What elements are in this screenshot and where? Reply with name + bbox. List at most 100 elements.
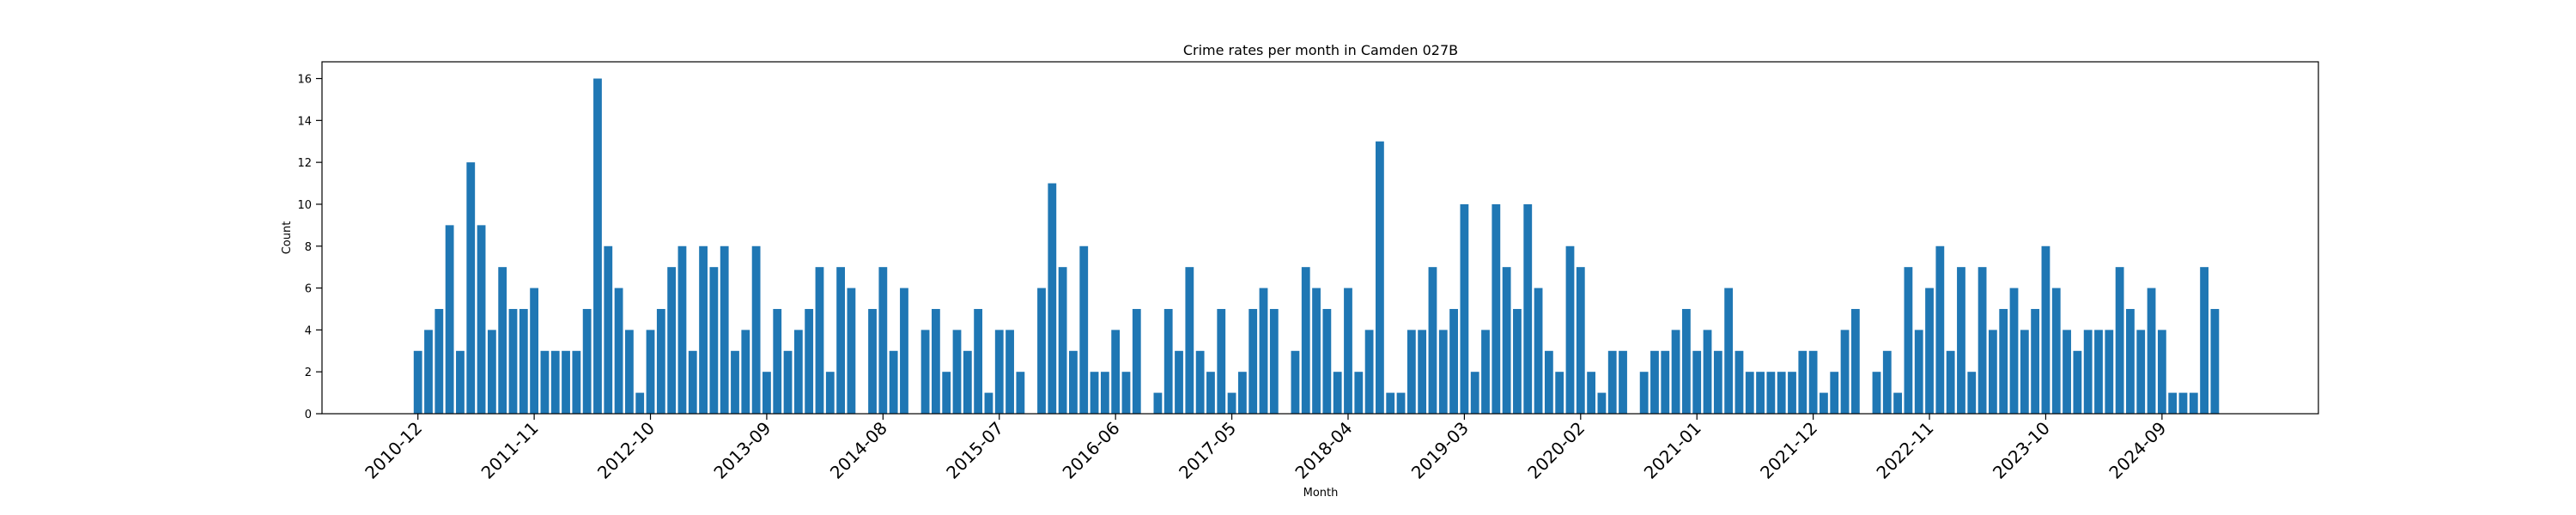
bar <box>900 288 908 414</box>
bar <box>1206 372 1215 414</box>
bar <box>445 225 454 414</box>
bar <box>1090 372 1099 414</box>
bar <box>762 372 771 414</box>
x-tick-label: 2013-09 <box>709 418 775 483</box>
bar <box>1470 372 1479 414</box>
bar <box>688 350 697 414</box>
bar <box>1513 308 1522 414</box>
bar <box>783 350 793 414</box>
bar <box>2200 267 2208 414</box>
bar <box>1291 350 1300 414</box>
bar <box>1249 308 1258 414</box>
bar <box>604 245 613 414</box>
bar <box>625 330 634 414</box>
bar <box>942 372 951 414</box>
bar <box>1153 392 1163 414</box>
bar <box>731 350 739 414</box>
bar <box>952 330 962 414</box>
bar <box>963 350 972 414</box>
plot-area-frame <box>321 61 2319 415</box>
bar <box>1682 308 1691 414</box>
bar <box>2063 330 2071 414</box>
bar <box>889 350 898 414</box>
bar <box>1735 350 1744 414</box>
bar <box>2136 330 2146 414</box>
bar <box>984 392 993 414</box>
bar <box>677 245 687 414</box>
bar <box>1872 372 1881 414</box>
bar <box>1850 308 1860 414</box>
bar <box>477 225 486 414</box>
bar <box>1354 372 1364 414</box>
y-tick-label: 10 <box>297 199 312 212</box>
bar <box>1406 330 1416 414</box>
bar <box>1111 330 1121 414</box>
bar <box>1460 203 1469 414</box>
bar <box>1175 350 1183 414</box>
bar <box>1587 372 1596 414</box>
bar <box>1449 308 1458 414</box>
bar <box>1344 288 1352 414</box>
bar <box>825 372 835 414</box>
bar <box>2083 330 2093 414</box>
bar <box>931 308 940 414</box>
bar <box>1724 288 1734 414</box>
bar <box>1185 267 1194 414</box>
bar <box>773 308 782 414</box>
bar <box>1978 267 1987 414</box>
bar <box>550 350 560 414</box>
bar <box>487 330 496 414</box>
x-tick-label: 2010-12 <box>361 418 426 483</box>
bar <box>1217 308 1226 414</box>
bar <box>2041 245 2050 414</box>
x-tick-label: 2015-07 <box>942 418 1007 483</box>
bar <box>2157 330 2166 414</box>
bar <box>815 267 824 414</box>
y-axis: 0 2 4 6 8 10 12 14 16 <box>297 74 322 421</box>
bar <box>2009 288 2019 414</box>
bar <box>1100 372 1109 414</box>
x-tick-label: 2022-11 <box>1872 418 1937 483</box>
bar <box>1946 350 1955 414</box>
bar <box>1904 267 1913 414</box>
bar <box>2178 392 2188 414</box>
bar <box>1830 372 1839 414</box>
bar <box>1322 308 1332 414</box>
bar <box>836 267 845 414</box>
x-axis-label: Month <box>1303 487 1339 500</box>
bar <box>593 78 602 415</box>
bar <box>1069 350 1078 414</box>
bar <box>456 350 465 414</box>
bar <box>2115 267 2124 414</box>
bar <box>2020 330 2029 414</box>
x-tick-label: 2017-05 <box>1175 418 1240 483</box>
bar <box>1957 267 1965 414</box>
y-tick-label: 0 <box>305 409 312 421</box>
bar <box>1492 203 1501 414</box>
bar <box>1259 288 1268 414</box>
bar <box>2105 330 2114 414</box>
x-tick-label: 2016-06 <box>1059 418 1124 483</box>
bar <box>1914 330 1923 414</box>
bar <box>413 350 422 414</box>
bar <box>1808 350 1818 414</box>
bar <box>2031 308 2040 414</box>
bar <box>1798 350 1807 414</box>
bar <box>1428 267 1437 414</box>
y-axis-label: Count <box>281 221 294 255</box>
bar <box>667 267 677 414</box>
bar <box>1840 330 1850 414</box>
bar <box>699 245 708 414</box>
bar <box>1163 308 1173 414</box>
bar <box>1703 330 1712 414</box>
bar <box>1650 350 1659 414</box>
bar <box>1756 372 1765 414</box>
bar <box>1534 288 1543 414</box>
bar <box>434 308 444 414</box>
bar <box>805 308 814 414</box>
bar <box>1692 350 1702 414</box>
bar <box>994 330 1004 414</box>
x-tick-label: 2014-08 <box>826 418 891 483</box>
bar <box>1925 288 1934 414</box>
bar <box>1037 288 1046 414</box>
